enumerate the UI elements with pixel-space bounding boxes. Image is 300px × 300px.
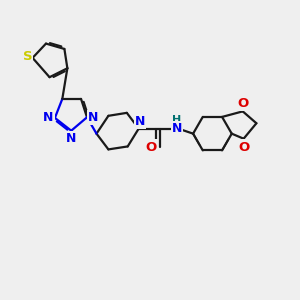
Text: N: N [43,111,53,124]
Text: H: H [172,115,182,125]
Text: O: O [145,140,157,154]
Text: N: N [135,115,146,128]
Text: N: N [172,122,182,135]
Text: O: O [238,140,250,154]
Text: O: O [238,97,249,110]
Text: N: N [88,111,99,124]
Text: S: S [23,50,32,63]
Text: N: N [66,132,76,145]
